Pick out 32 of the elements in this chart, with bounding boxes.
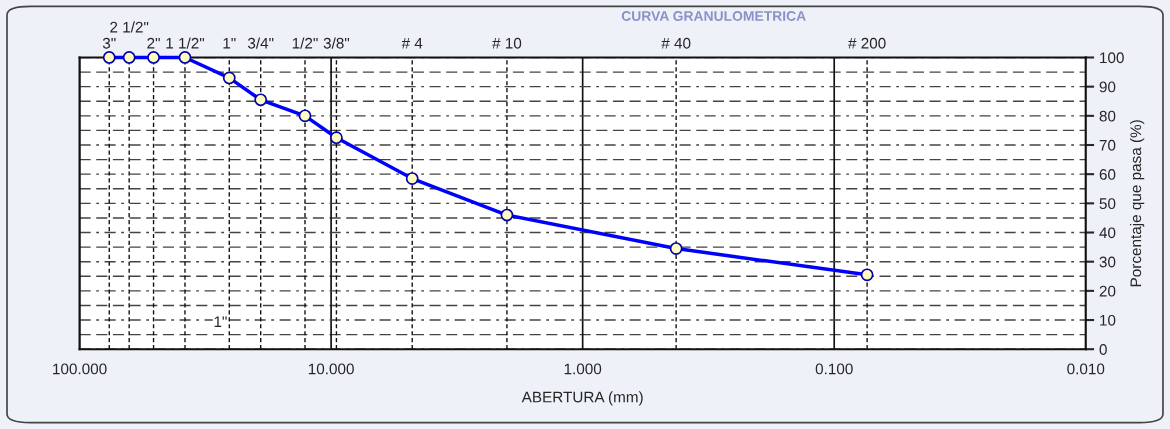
text: # 200 bbox=[848, 37, 886, 49]
text: 1 1/2" bbox=[166, 37, 205, 49]
y-tick-label: 40 bbox=[1099, 227, 1116, 239]
text: 1" bbox=[223, 37, 236, 49]
x-tick-label: 0.010 bbox=[1067, 363, 1105, 375]
chart-title: CURVA GRANULOMETRICA bbox=[621, 11, 806, 21]
x-tick-label: 1.000 bbox=[564, 363, 602, 375]
y-tick-label: 100 bbox=[1100, 52, 1124, 64]
text: # 10 bbox=[492, 37, 522, 49]
text: 3" bbox=[102, 37, 116, 49]
x-tick-label: 10.000 bbox=[308, 363, 354, 375]
x-axis-title: ABERTURA (mm) bbox=[521, 391, 643, 406]
y-tick-label: 80 bbox=[1099, 110, 1116, 122]
text: 3/8" bbox=[323, 37, 350, 49]
text: # 4 bbox=[401, 37, 423, 49]
x-tick-label: 100.000 bbox=[53, 363, 107, 375]
y-axis-title: Porcentaje que pasa (%) bbox=[1130, 120, 1145, 287]
text: 1/2" bbox=[292, 37, 318, 49]
y-tick-label: 90 bbox=[1099, 81, 1116, 93]
text: # 40 bbox=[661, 37, 691, 49]
annotation: 1" bbox=[214, 316, 227, 327]
y-tick-label: 10 bbox=[1100, 314, 1116, 326]
y-tick-label: 60 bbox=[1099, 169, 1116, 180]
text: 3/4" bbox=[247, 37, 274, 49]
x-tick-label: 0.100 bbox=[815, 363, 853, 375]
text: 2" bbox=[147, 37, 160, 49]
y-tick-label: 20 bbox=[1099, 285, 1116, 297]
y-tick-label: 50 bbox=[1099, 198, 1116, 210]
y-tick-label: 0 bbox=[1099, 344, 1107, 355]
y-tick-label: 70 bbox=[1099, 139, 1116, 151]
text: 2 1/2" bbox=[110, 21, 149, 33]
y-tick-label: 30 bbox=[1099, 256, 1116, 268]
